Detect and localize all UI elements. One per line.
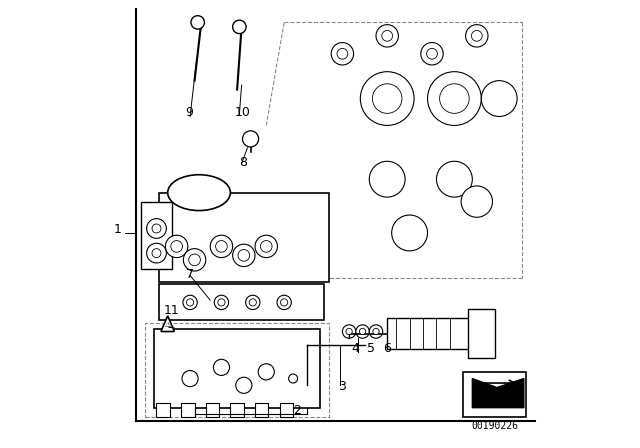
Circle shape (428, 72, 481, 125)
Circle shape (481, 81, 517, 116)
Circle shape (183, 295, 197, 310)
Polygon shape (161, 316, 174, 332)
Text: 4: 4 (351, 342, 359, 355)
Text: 1: 1 (114, 223, 122, 236)
Circle shape (184, 249, 206, 271)
Text: 00190226: 00190226 (471, 421, 518, 431)
FancyBboxPatch shape (255, 403, 269, 417)
Circle shape (147, 219, 166, 238)
Circle shape (373, 328, 379, 335)
Circle shape (436, 161, 472, 197)
Text: 3: 3 (338, 380, 346, 393)
Circle shape (356, 325, 369, 338)
Circle shape (332, 43, 354, 65)
Circle shape (186, 299, 194, 306)
Circle shape (191, 16, 204, 29)
Circle shape (243, 131, 259, 147)
Text: 9: 9 (186, 107, 193, 120)
Circle shape (233, 244, 255, 267)
FancyBboxPatch shape (154, 329, 320, 408)
Circle shape (214, 295, 228, 310)
Circle shape (216, 241, 227, 252)
Circle shape (152, 224, 161, 233)
Text: 11: 11 (163, 304, 179, 317)
Circle shape (238, 250, 250, 261)
FancyBboxPatch shape (157, 403, 170, 417)
Circle shape (342, 325, 356, 338)
Circle shape (369, 325, 383, 338)
FancyBboxPatch shape (387, 318, 477, 349)
Circle shape (255, 235, 278, 258)
Circle shape (189, 254, 200, 266)
Circle shape (440, 84, 469, 113)
Circle shape (236, 377, 252, 393)
Circle shape (360, 328, 365, 335)
FancyBboxPatch shape (206, 403, 220, 417)
Circle shape (171, 241, 182, 252)
Circle shape (382, 30, 392, 41)
Circle shape (346, 328, 352, 335)
Circle shape (166, 235, 188, 258)
Circle shape (289, 374, 298, 383)
Circle shape (277, 295, 291, 310)
Circle shape (258, 364, 275, 380)
Circle shape (461, 186, 493, 217)
Polygon shape (472, 379, 524, 408)
Circle shape (376, 25, 398, 47)
Text: ⚠: ⚠ (164, 322, 171, 327)
Text: 7: 7 (186, 268, 194, 281)
Text: 6: 6 (383, 342, 390, 355)
Circle shape (249, 299, 257, 306)
Text: 10: 10 (235, 107, 251, 120)
Circle shape (260, 241, 272, 252)
Circle shape (421, 43, 444, 65)
Circle shape (372, 84, 402, 113)
FancyBboxPatch shape (159, 193, 329, 282)
FancyBboxPatch shape (159, 284, 324, 320)
FancyBboxPatch shape (463, 372, 526, 417)
Circle shape (337, 48, 348, 59)
FancyBboxPatch shape (280, 403, 293, 417)
Circle shape (466, 25, 488, 47)
Circle shape (152, 249, 161, 258)
Circle shape (472, 30, 482, 41)
Circle shape (246, 295, 260, 310)
FancyBboxPatch shape (141, 202, 172, 269)
Text: 5: 5 (367, 342, 375, 355)
Text: 2: 2 (293, 405, 301, 418)
FancyBboxPatch shape (230, 403, 244, 417)
Circle shape (213, 359, 230, 375)
Circle shape (211, 235, 233, 258)
FancyBboxPatch shape (468, 309, 495, 358)
Circle shape (218, 299, 225, 306)
Circle shape (182, 370, 198, 387)
Circle shape (280, 299, 288, 306)
Circle shape (427, 48, 437, 59)
Text: 8: 8 (239, 156, 248, 169)
Circle shape (369, 161, 405, 197)
Circle shape (233, 20, 246, 34)
Circle shape (392, 215, 428, 251)
FancyBboxPatch shape (181, 403, 195, 417)
Circle shape (147, 243, 166, 263)
Ellipse shape (168, 175, 230, 211)
Circle shape (360, 72, 414, 125)
